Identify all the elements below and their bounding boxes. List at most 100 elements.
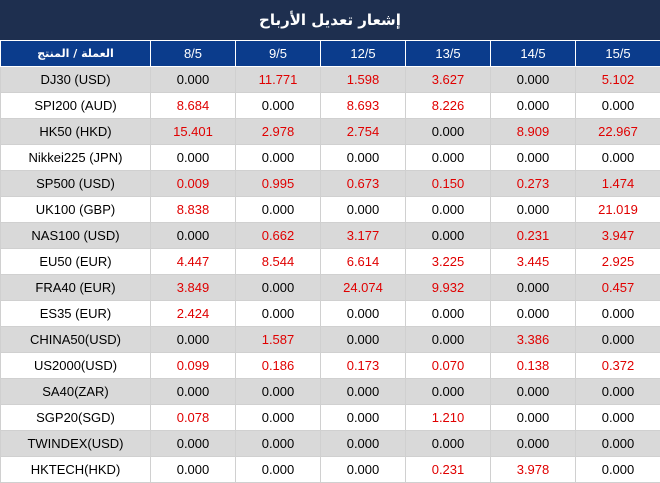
table-row: SP500 (USD) 0.009 0.995 0.673 0.150 0.273 1.47… [0, 170, 660, 197]
value-cell: 0.000 [320, 326, 406, 353]
table-row: UK100 (GBP) 8.838 0.000 0.000 0.000 0.000 21.0… [0, 196, 660, 223]
value-cell: 6.614 [320, 248, 406, 275]
instrument-cell: SPI200 (AUD) [0, 92, 151, 119]
value-cell: 15.401 [150, 118, 236, 145]
value-cell: 0.273 [490, 170, 576, 197]
instrument-cell: HKTECH(HKD) [0, 456, 151, 483]
value-cell: 2.925 [575, 248, 660, 275]
value-cell: 1.210 [405, 404, 491, 431]
value-cell: 3.849 [150, 274, 236, 301]
value-cell: 22.967 [575, 118, 660, 145]
value-cell: 0.000 [150, 66, 236, 93]
value-cell: 0.150 [405, 170, 491, 197]
value-cell: 0.000 [575, 92, 660, 119]
value-cell: 2.754 [320, 118, 406, 145]
column-header-date: 9/5 [235, 40, 321, 67]
instrument-cell: SP500 (USD) [0, 170, 151, 197]
instrument-cell: SA40(ZAR) [0, 378, 151, 405]
value-cell: 0.000 [575, 378, 660, 405]
value-cell: 0.000 [235, 378, 321, 405]
value-cell: 0.000 [150, 430, 236, 457]
value-cell: 0.000 [235, 456, 321, 483]
value-cell: 9.932 [405, 274, 491, 301]
value-cell: 0.000 [235, 274, 321, 301]
value-cell: 24.074 [320, 274, 406, 301]
value-cell: 8.226 [405, 92, 491, 119]
value-cell: 0.000 [490, 404, 576, 431]
value-cell: 1.598 [320, 66, 406, 93]
table-row: SPI200 (AUD) 8.684 0.000 8.693 8.226 0.000 0.0… [0, 92, 660, 119]
value-cell: 0.662 [235, 222, 321, 249]
instrument-cell: SGP20(SGD) [0, 404, 151, 431]
table-row: HK50 (HKD) 15.401 2.978 2.754 0.000 8.909 22.9… [0, 118, 660, 145]
column-header-date: 12/5 [320, 40, 406, 67]
value-cell: 0.000 [490, 196, 576, 223]
value-cell: 2.978 [235, 118, 321, 145]
instrument-cell: UK100 (GBP) [0, 196, 151, 223]
table-row: TWINDEX(USD) 0.000 0.000 0.000 0.000 0.000 0.0… [0, 430, 660, 457]
value-cell: 0.000 [490, 92, 576, 119]
table-row: SA40(ZAR) 0.000 0.000 0.000 0.000 0.000 0.000 [0, 378, 660, 405]
value-cell: 0.000 [320, 430, 406, 457]
dividend-table: العملة / المنتج 8/5 9/5 12/5 13/5 14/5 1… [0, 40, 660, 483]
value-cell: 0.000 [405, 196, 491, 223]
instrument-cell: TWINDEX(USD) [0, 430, 151, 457]
table-row: US2000(USD) 0.099 0.186 0.173 0.070 0.138 0.37… [0, 352, 660, 379]
table-row: EU50 (EUR) 4.447 8.544 6.614 3.225 3.445 2.925 [0, 248, 660, 275]
instrument-cell: HK50 (HKD) [0, 118, 151, 145]
value-cell: 0.673 [320, 170, 406, 197]
value-cell: 0.000 [405, 118, 491, 145]
value-cell: 0.995 [235, 170, 321, 197]
value-cell: 11.771 [235, 66, 321, 93]
value-cell: 0.000 [575, 300, 660, 327]
value-cell: 0.000 [235, 300, 321, 327]
value-cell: 8.838 [150, 196, 236, 223]
value-cell: 3.445 [490, 248, 576, 275]
value-cell: 0.000 [405, 144, 491, 171]
value-cell: 0.000 [405, 300, 491, 327]
value-cell: 21.019 [575, 196, 660, 223]
instrument-cell: DJ30 (USD) [0, 66, 151, 93]
value-cell: 0.000 [490, 274, 576, 301]
column-header-date: 15/5 [575, 40, 660, 67]
value-cell: 0.000 [150, 378, 236, 405]
value-cell: 0.000 [150, 326, 236, 353]
value-cell: 1.587 [235, 326, 321, 353]
value-cell: 3.225 [405, 248, 491, 275]
column-header-instrument: العملة / المنتج [0, 40, 151, 67]
instrument-cell: CHINA50(USD) [0, 326, 151, 353]
page-title: إشعار تعديل الأرباح [0, 0, 660, 40]
value-cell: 3.386 [490, 326, 576, 353]
value-cell: 0.000 [575, 404, 660, 431]
value-cell: 0.000 [235, 92, 321, 119]
value-cell: 0.000 [320, 456, 406, 483]
value-cell: 3.177 [320, 222, 406, 249]
value-cell: 0.000 [150, 456, 236, 483]
value-cell: 2.424 [150, 300, 236, 327]
instrument-cell: FRA40 (EUR) [0, 274, 151, 301]
value-cell: 0.000 [490, 430, 576, 457]
value-cell: 0.000 [320, 144, 406, 171]
value-cell: 0.000 [575, 326, 660, 353]
value-cell: 0.372 [575, 352, 660, 379]
value-cell: 0.138 [490, 352, 576, 379]
value-cell: 0.000 [320, 378, 406, 405]
table-row: Nikkei225 (JPN) 0.000 0.000 0.000 0.000 0.000… [0, 144, 660, 171]
value-cell: 0.186 [235, 352, 321, 379]
value-cell: 0.070 [405, 352, 491, 379]
value-cell: 0.231 [405, 456, 491, 483]
value-cell: 0.099 [150, 352, 236, 379]
value-cell: 0.000 [405, 222, 491, 249]
instrument-cell: US2000(USD) [0, 352, 151, 379]
column-header-date: 14/5 [490, 40, 576, 67]
value-cell: 0.173 [320, 352, 406, 379]
value-cell: 0.000 [320, 300, 406, 327]
value-cell: 0.000 [320, 404, 406, 431]
instrument-cell: NAS100 (USD) [0, 222, 151, 249]
value-cell: 0.000 [320, 196, 406, 223]
value-cell: 3.947 [575, 222, 660, 249]
value-cell: 3.627 [405, 66, 491, 93]
value-cell: 0.000 [405, 430, 491, 457]
table-row: SGP20(SGD) 0.078 0.000 0.000 1.210 0.000 0.000 [0, 404, 660, 431]
